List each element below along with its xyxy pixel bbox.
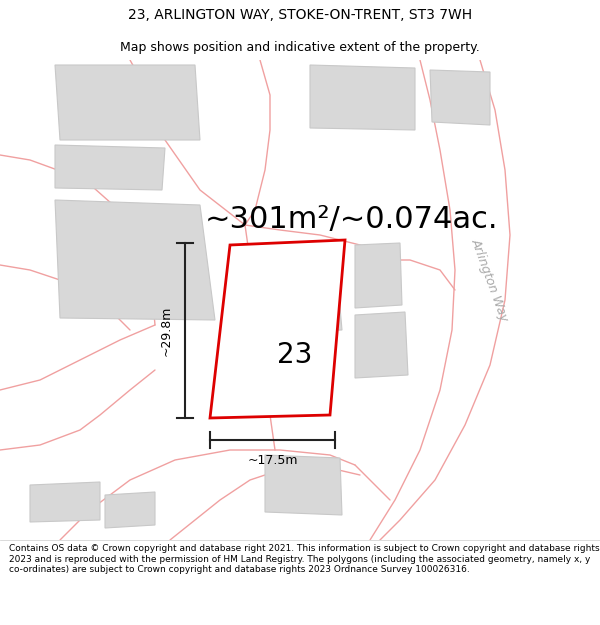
Text: ~301m²/~0.074ac.: ~301m²/~0.074ac. [205,205,499,234]
Text: Map shows position and indicative extent of the property.: Map shows position and indicative extent… [120,41,480,54]
Polygon shape [265,455,342,515]
Polygon shape [355,312,408,378]
Polygon shape [30,482,100,522]
Text: Arlington Way: Arlington Way [469,237,511,323]
Polygon shape [55,200,215,320]
Text: 23, ARLINGTON WAY, STOKE-ON-TRENT, ST3 7WH: 23, ARLINGTON WAY, STOKE-ON-TRENT, ST3 7… [128,8,472,22]
Polygon shape [430,70,490,125]
Polygon shape [355,243,402,308]
Polygon shape [55,145,165,190]
Polygon shape [210,240,345,418]
Text: ~17.5m: ~17.5m [247,454,298,467]
Polygon shape [258,250,342,332]
Polygon shape [310,65,415,130]
Text: ~29.8m: ~29.8m [160,305,173,356]
Text: 23: 23 [277,341,313,369]
Polygon shape [105,492,155,528]
Polygon shape [55,65,200,140]
Text: Contains OS data © Crown copyright and database right 2021. This information is : Contains OS data © Crown copyright and d… [9,544,599,574]
